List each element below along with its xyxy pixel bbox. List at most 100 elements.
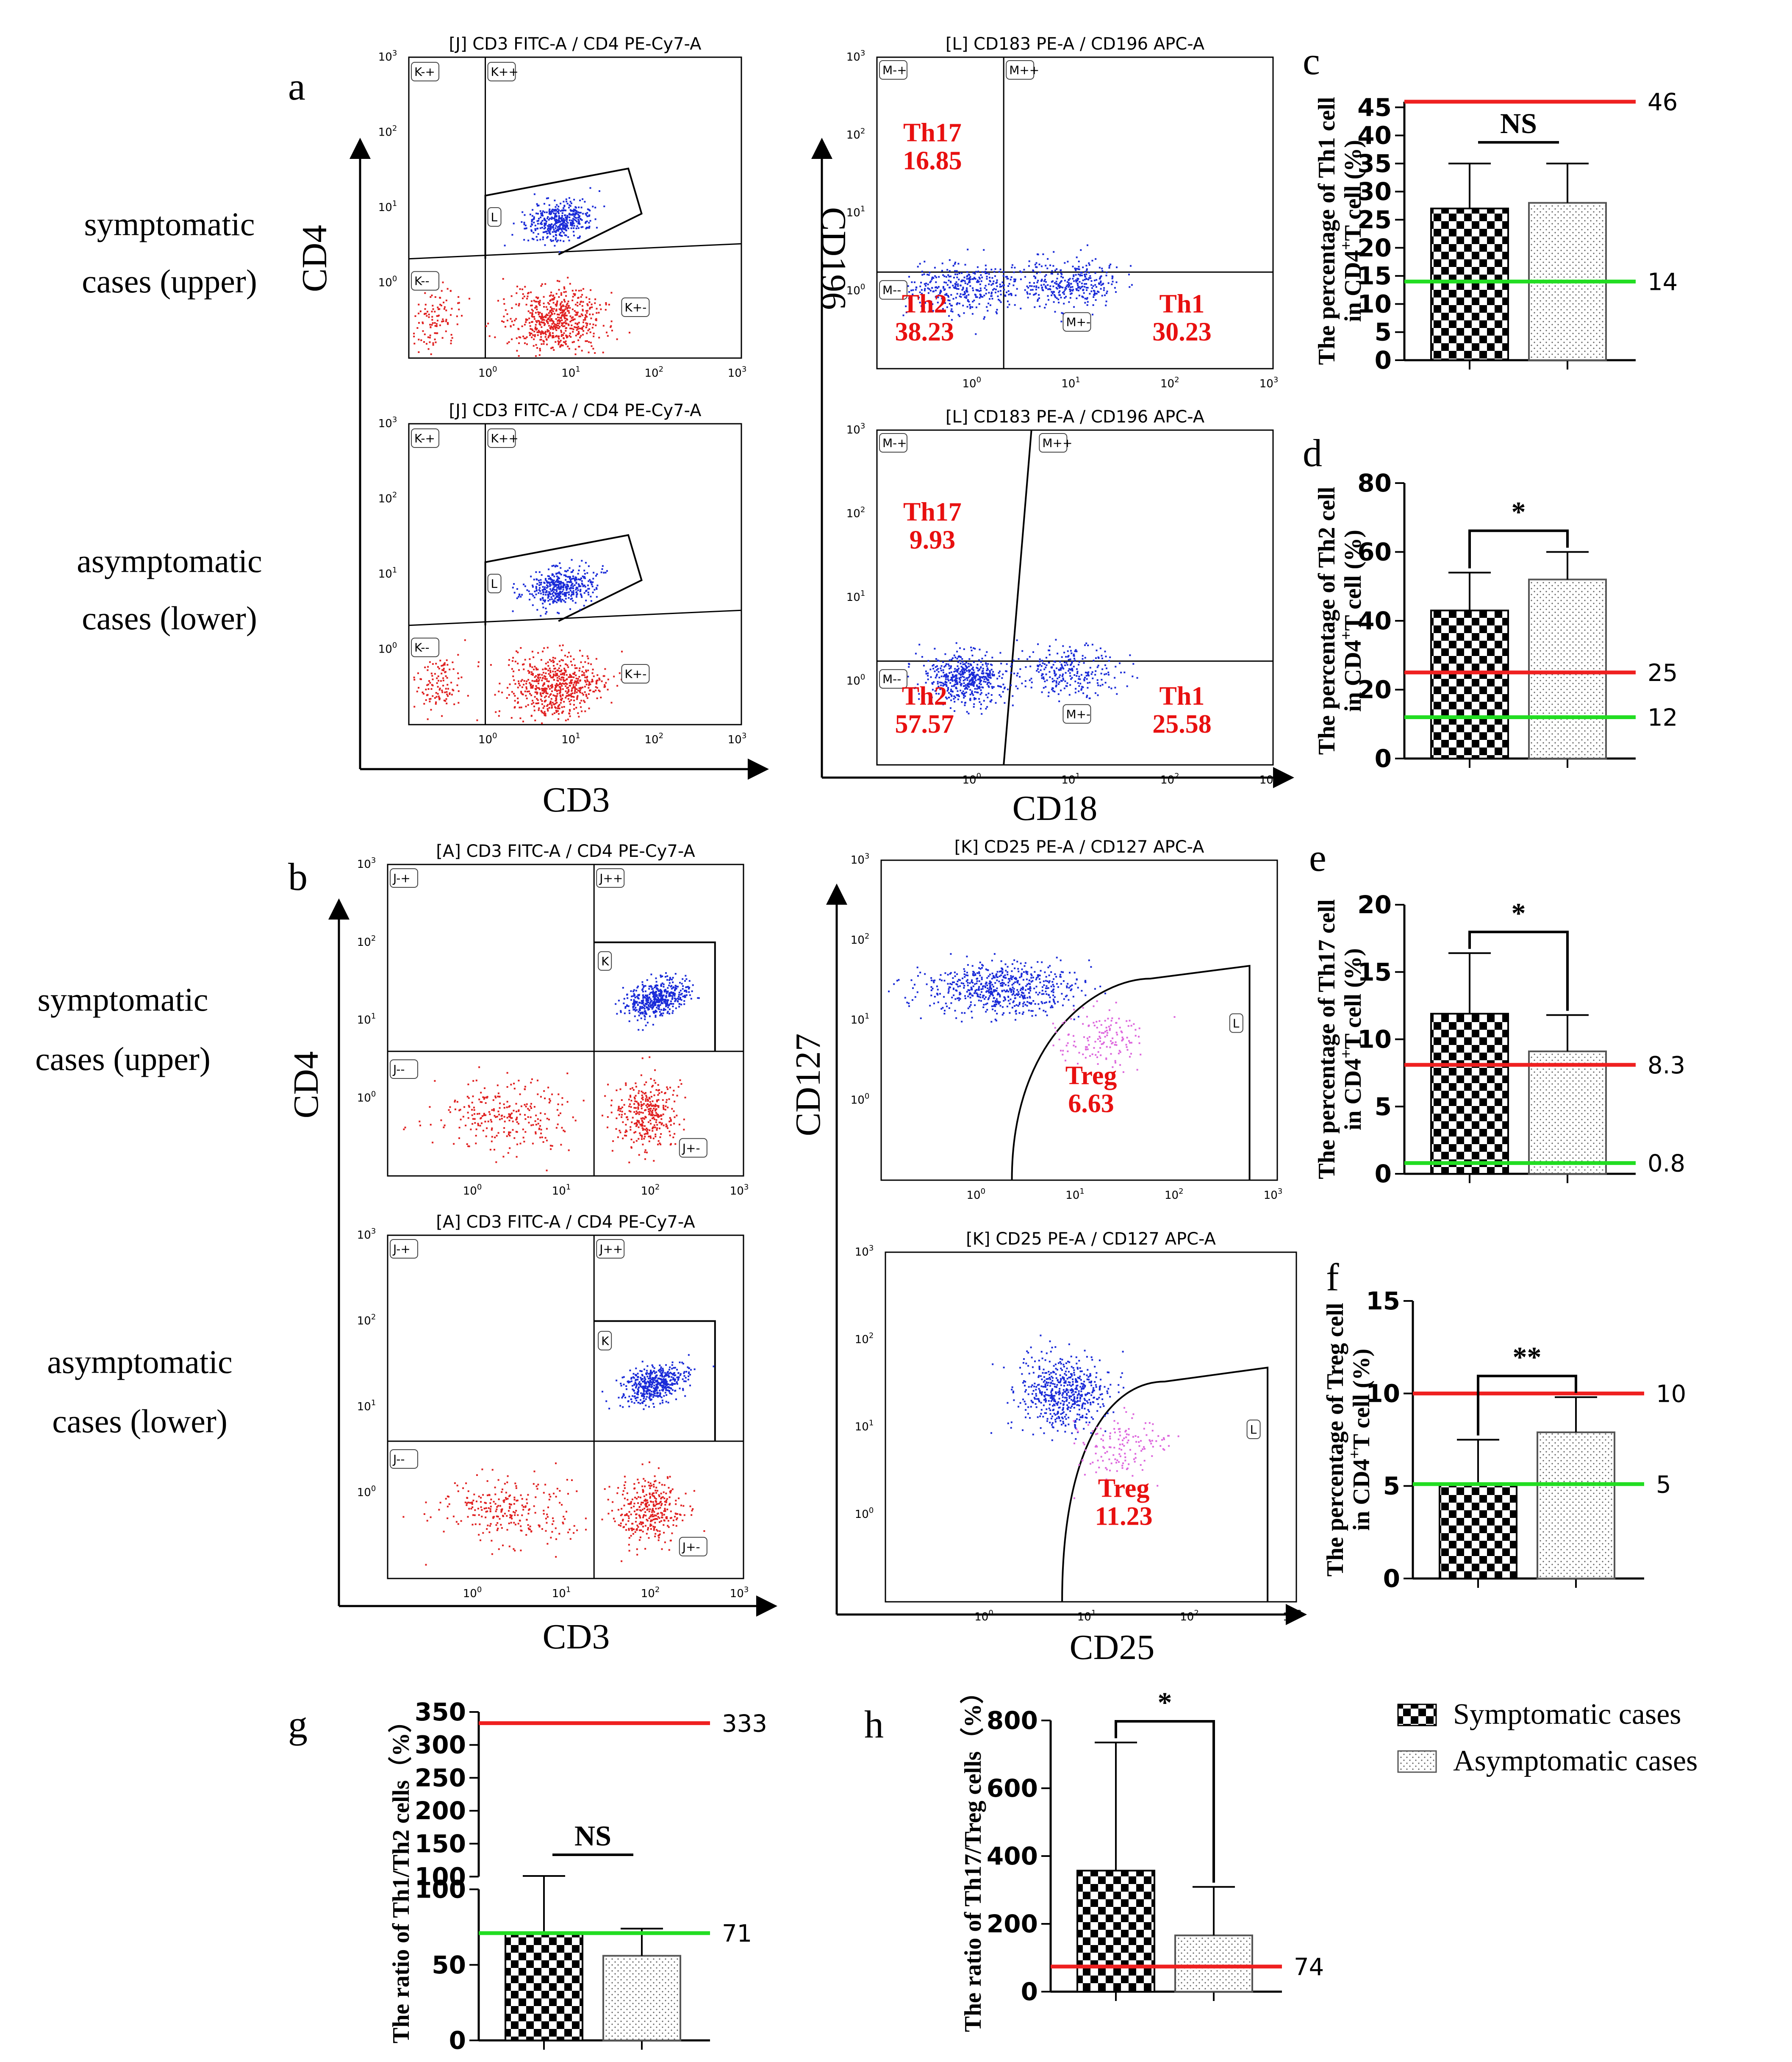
- plot-a-left-lower-cd4pos-cells-dot: [582, 585, 584, 587]
- plot-a-left-lower-cd4neg-cells-dot: [569, 713, 570, 715]
- plot-a-right-upper-th1-cells-dot: [1093, 289, 1095, 292]
- plot-a-right-lower-pop-th17-value: 9.93: [910, 525, 956, 554]
- plot-a-right-lower-q-bl: M--: [882, 672, 901, 686]
- plot-b-left-upper-cd3pos-cells-dot: [679, 1079, 681, 1081]
- plot-a-left-upper-dn-cells-dot: [449, 290, 452, 292]
- plot-b-left-upper-cd3pos-cells-dot: [644, 1133, 646, 1135]
- plot-a-left-lower-cd4pos-cells-dot: [603, 572, 605, 574]
- plot-b-left-upper-cd4pos-cells-dot: [684, 995, 686, 997]
- plot-a-left-upper-cd4pos-cells-dot: [557, 230, 559, 232]
- plot-a-right-lower-th2-cells-dot: [946, 676, 948, 678]
- plot-a-left-lower-cd4neg-cells-dot: [556, 669, 558, 671]
- plot-a-left-upper-cd4pos-cells-dot: [581, 219, 583, 221]
- plot-a-left-lower-cd4neg-cells-dot: [530, 673, 533, 675]
- plot-a-right-upper-th2-cells-dot: [982, 271, 984, 273]
- plot-a-right-lower-th1-cells-dot: [1081, 688, 1083, 690]
- plot-a-left-lower-cd4neg-cells-dot: [529, 663, 531, 665]
- plot-a-right-upper-th2-cells-dot: [996, 279, 998, 281]
- plot-b-left-upper-dn-cells-dot: [524, 1086, 526, 1088]
- plot-a-left-lower-cd4neg-cells-dot: [533, 656, 535, 658]
- plot-a-left-lower-cd4neg-cells-dot: [562, 644, 564, 646]
- plot-a-right-upper-th2-cells-dot: [963, 279, 965, 281]
- plot-a-right-lower-th1-cells-dot: [1037, 643, 1039, 645]
- plot-a-left-upper-cd4pos-cells-dot: [585, 221, 587, 223]
- plot-b-left-upper-cd3pos-cells-dot: [646, 1133, 649, 1135]
- plot-a-left-upper-cd4neg-cells-dot: [586, 303, 588, 305]
- plot-a-right-upper-th2-cells-dot: [993, 280, 995, 282]
- plot-b-left-upper-cd4pos-cells-dot: [651, 1003, 653, 1006]
- plot-a-left-upper-cd4neg-cells-dot: [562, 334, 564, 336]
- plot-a-right-upper-th2-cells-dot: [927, 283, 929, 286]
- plot-b-left-upper-cd3pos-cells-dot: [649, 1135, 652, 1137]
- plot-b-left-upper-dn-cells-dot: [481, 1115, 483, 1117]
- plot-a-left-lower-cd4neg-cells-dot: [565, 663, 567, 665]
- plot-b-left-upper-cd4pos-cells-dot: [651, 991, 653, 993]
- plot-a-left-lower-cd4neg-cells-dot: [543, 705, 545, 707]
- plot-a-right-upper-th1-cells-dot: [1091, 260, 1093, 262]
- plot-b-left-upper-cd3pos-cells: [602, 1056, 691, 1164]
- plot-b-left-upper-cd3pos-cells-dot: [645, 1092, 646, 1094]
- plot-b-left-upper-cd4pos-cells-dot: [638, 1009, 641, 1011]
- plot-a-left-upper-cd4neg-cells-dot: [540, 333, 542, 335]
- plot-a-left-upper-cd4neg-cells-dot: [505, 326, 506, 328]
- plot-a-left-upper-cd4pos-cells-dot: [554, 223, 556, 225]
- plot-b-left-upper-dn-cells-dot: [506, 1086, 508, 1088]
- plot-a-right-upper-th1-cells-dot: [1057, 273, 1059, 275]
- plot-a-right-lower-th1-cells-dot: [1063, 661, 1065, 664]
- plot-b-left-upper-cd4pos-cells-dot: [645, 1013, 647, 1015]
- plot-a-right-upper-th2-cells-dot: [1035, 285, 1037, 287]
- plot-a-right-lower-th1-cells-dot: [1084, 644, 1086, 646]
- plot-a-right-upper-th2-cells-dot: [984, 287, 986, 289]
- plot-a-right-lower-th2-cells-dot: [936, 687, 938, 689]
- plot-a-left-lower-cd4pos-cells-dot: [548, 581, 550, 584]
- plot-b-left-upper-cd4pos-cells-dot: [683, 1003, 685, 1005]
- plot-a-left-lower-dn-cells-dot: [458, 702, 460, 704]
- plot-a-right-lower-th2-cells-dot: [979, 676, 981, 678]
- plot-a-right-upper-th1-cells-dot: [1051, 280, 1054, 282]
- plot-b-left-upper-cd3pos-cells-dot: [660, 1123, 663, 1125]
- plot-b-left-upper-dn-cells-dot: [542, 1141, 544, 1143]
- plot-a-left-lower-cd4neg-cells-dot: [581, 710, 583, 712]
- plot-a-left-lower-cd4neg-cells-dot: [499, 683, 501, 685]
- plot-a-right-upper-th2-cells-dot: [980, 289, 982, 292]
- plot-a-left-upper-cd4neg-cells-dot: [566, 327, 567, 329]
- plot-a-left-upper-cd4neg-cells-dot: [572, 328, 574, 331]
- plot-b-left-upper-cd4pos-cells-dot: [657, 1008, 660, 1010]
- plot-a-right-upper-th1-cells-dot: [1026, 291, 1028, 293]
- plot-a-left-lower-cd4neg-cells-dot: [567, 718, 569, 720]
- plot-a-left-upper-cd4neg-cells-dot: [579, 336, 581, 339]
- plot-a-right-upper-th2-cells-dot: [969, 307, 971, 309]
- plot-b-left-upper-cd3pos-cells-dot: [667, 1106, 669, 1109]
- plot-a-left-upper-cd4neg-cells-dot: [560, 303, 562, 304]
- plot-a-left-lower-cd4neg-cells-dot: [512, 675, 514, 677]
- plot-a-left-upper-dn-cells-dot: [434, 332, 436, 334]
- plot-b-left-upper-dn-cells-dot: [483, 1098, 485, 1100]
- plot-b-left-upper-cd3pos-cells-dot: [645, 1081, 647, 1083]
- plot-a-left-upper-cd4neg-cells-dot: [572, 296, 574, 298]
- plot-a-left-upper-cd4pos-cells-dot: [533, 216, 535, 218]
- plot-a-left-upper-cd4neg-cells-dot: [580, 289, 582, 292]
- plot-a-right-upper-th1-cells-dot: [1043, 280, 1045, 282]
- plot-a-right-upper-th1-cells-dot: [1074, 267, 1076, 270]
- plot-a-left-lower-cd4neg-cells-dot: [566, 692, 568, 694]
- plot-a-left-upper-cd4neg-cells-dot: [557, 317, 559, 319]
- plot-b-left-upper-cd3pos-cells-dot: [652, 1117, 655, 1119]
- plot-a-left-lower-dn-cells-dot: [438, 697, 440, 699]
- plot-a-right-upper-th1-cells-dot: [1060, 297, 1062, 299]
- plot-a-right-upper-th1-cells-dot: [1129, 286, 1131, 288]
- plot-a-right-lower-th2-cells-dot: [962, 675, 964, 678]
- plot-b-left-upper-cd4pos-cells-dot: [641, 1002, 643, 1004]
- plot-a-right-lower-th1-cells-dot: [1108, 674, 1110, 676]
- plot-a-right-upper-th2-cells-dot: [960, 280, 962, 282]
- plot-a-left-upper-cd4pos-cells-dot: [561, 235, 563, 237]
- plot-a-left-lower-cd4neg-cells-dot: [561, 698, 563, 700]
- plot-a-left-lower-cd4neg-cells-dot: [583, 674, 585, 676]
- plot-b-left-upper-dn-cells-dot: [568, 1149, 570, 1151]
- plot-a-left-upper-dn-cells-dot: [429, 336, 431, 339]
- plot-a-left-lower-cd4pos-cells-dot: [545, 594, 547, 596]
- plot-b-left-upper-cd4pos-cells-dot: [666, 975, 669, 977]
- plot-a-left-upper-cd4neg-cells-dot: [558, 342, 560, 344]
- plot-a-right-upper-q-bl: M--: [882, 283, 901, 297]
- plot-a-left-lower-cd4neg-cells-dot: [560, 649, 563, 651]
- plot-a-left-upper-cd4neg-cells-dot: [592, 323, 594, 325]
